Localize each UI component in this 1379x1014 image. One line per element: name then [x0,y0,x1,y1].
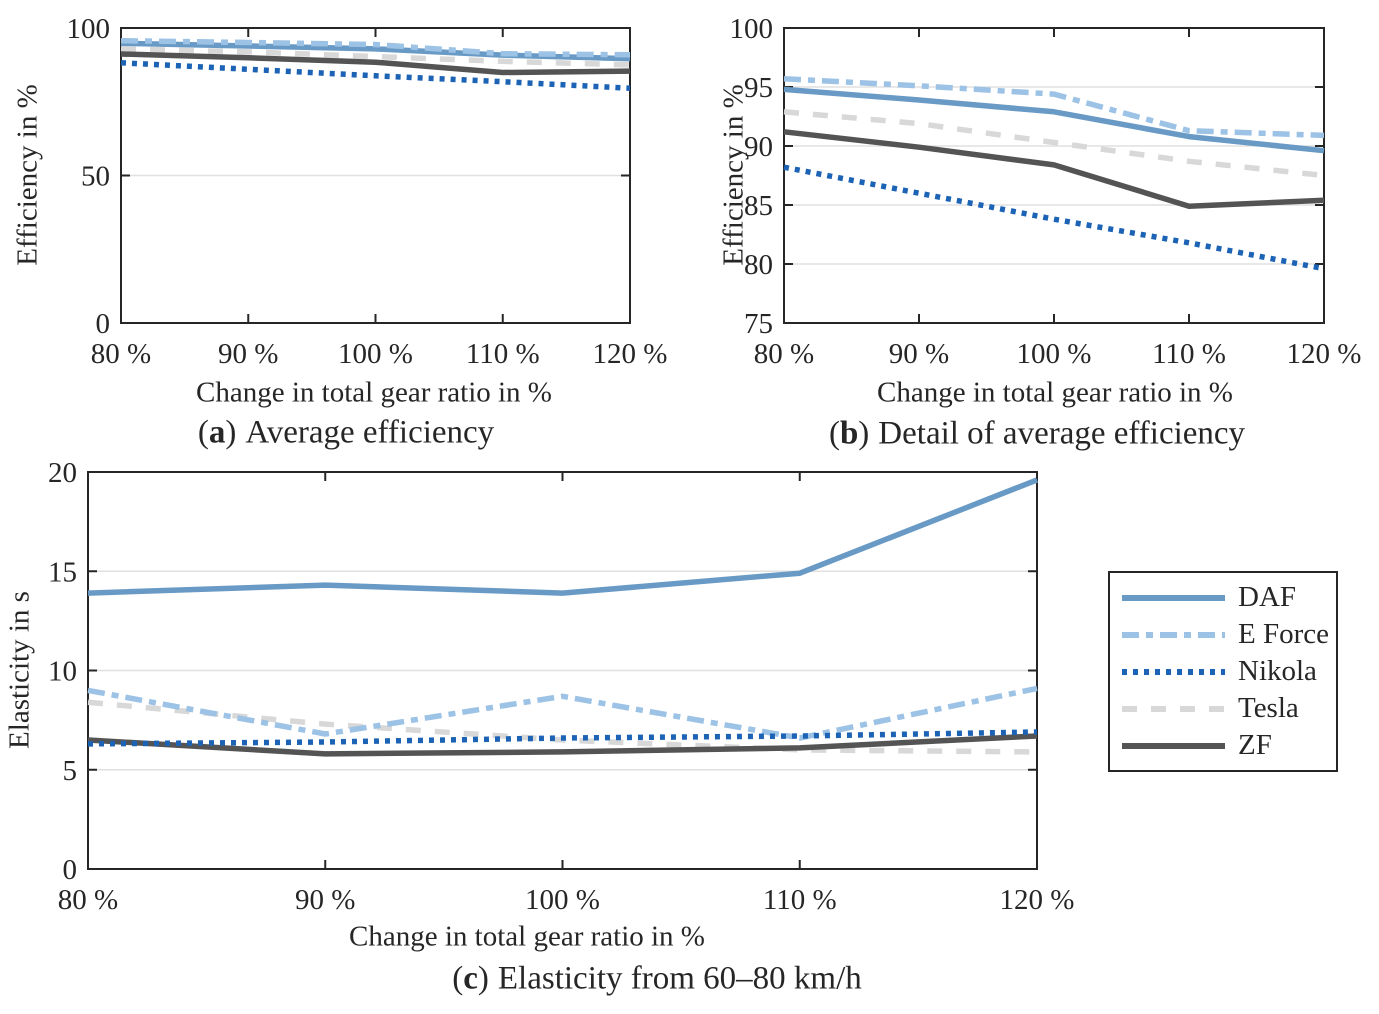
y-tick-label: 75 [744,308,773,340]
caption-b-paren-open: ( [828,415,840,452]
y-tick-label: 15 [48,556,77,588]
y-tick-label: 85 [744,190,773,222]
nikola-line-sample [1122,668,1225,675]
legend-label-eforce: E Force [1238,618,1329,650]
x-tick-label: 120 % [1287,338,1362,370]
y-tick-label: 10 [48,656,77,688]
series-line-DAF [87,477,1039,596]
series-line-E Force [120,37,631,58]
chart-a-x-axis-label: Change in total gear ratio in % [196,376,552,409]
y-tick-label: 50 [81,161,110,193]
y-tick-label: 20 [48,457,77,489]
chart-a-caption: (a) Average efficiency [198,415,494,452]
y-tick-label: 100 [730,13,774,45]
caption-b-paren-close: ) [858,415,870,452]
x-tick-label: 120 % [593,338,668,370]
y-tick-label: 95 [744,72,773,104]
series-line-ZF [783,129,1325,209]
legend-item-eforce: E Force [1110,617,1336,653]
y-tick-label: 5 [63,755,78,787]
y-tick-label: 80 [744,249,773,281]
y-tick-label: 90 [744,131,773,163]
caption-c-text: Elasticity from 60–80 km/h [497,960,862,997]
x-tick-label: 110 % [763,884,837,916]
legend-item-nikola: Nikola [1110,654,1336,690]
chart-a-y-axis-label: Efficiency in % [11,84,44,266]
series-line-Nikola [87,729,1038,747]
legend-item-daf: DAF [1110,580,1336,616]
caption-a-paren-open: ( [197,414,209,451]
tesla-line-sample [1122,705,1225,712]
series-line-Tesla [783,109,1325,179]
x-tick-label: 110 % [466,338,540,370]
legend-item-zf: ZF [1110,728,1336,764]
eforce-line-sample [1122,631,1225,638]
zf-line-sample [1122,742,1225,749]
caption-a-letter: a [208,414,226,451]
series-line-Nikola [783,164,1325,272]
x-tick-label: 100 % [1017,338,1092,370]
legend: DAF E Force Nikola Tesla ZF [1108,571,1338,772]
x-tick-label: 80 % [91,338,151,370]
series-line-E Force [783,75,1325,139]
series-line-Nikola [120,60,631,91]
chart-c-x-axis-label: Change in total gear ratio in % [349,920,705,953]
chart-c-y-axis-label: Elasticity in s [3,591,36,749]
chart-c-caption: (c) Elasticity from 60–80 km/h [452,961,862,998]
legend-label-nikola: Nikola [1238,655,1317,687]
caption-a-paren-close: ) [225,414,237,451]
caption-c-letter: c [463,960,478,997]
x-tick-label: 100 % [525,884,600,916]
series-line-E Force [87,685,1038,741]
y-tick-label: 0 [96,308,111,340]
caption-c-paren-open: ( [452,960,464,997]
x-tick-label: 100 % [338,338,413,370]
x-tick-label: 90 % [889,338,949,370]
series-line-DAF [783,86,1325,154]
y-tick-label: 0 [63,854,78,886]
legend-item-tesla: Tesla [1110,691,1336,727]
x-tick-label: 80 % [754,338,814,370]
caption-b-letter: b [839,415,859,452]
series-line-ZF [120,51,631,76]
x-tick-label: 110 % [1152,338,1226,370]
x-tick-label: 90 % [218,338,278,370]
y-tick-label: 100 [67,13,111,45]
chart-b-x-axis-label: Change in total gear ratio in % [877,376,1233,409]
caption-a-text: Average efficiency [245,414,495,451]
x-tick-label: 80 % [58,884,118,916]
series-line-ZF [87,733,1038,757]
daf-line-sample [1122,594,1225,601]
chart-b-y-axis-label: Efficiency in % [717,84,750,266]
chart-b-caption: (b) Detail of average efficiency [829,416,1245,453]
legend-label-daf: DAF [1238,581,1297,613]
legend-label-tesla: Tesla [1238,692,1299,724]
caption-b-text: Detail of average efficiency [878,415,1246,452]
caption-c-paren-close: ) [477,960,489,997]
x-tick-label: 120 % [1000,884,1075,916]
legend-label-zf: ZF [1238,729,1272,761]
x-tick-label: 90 % [295,884,355,916]
